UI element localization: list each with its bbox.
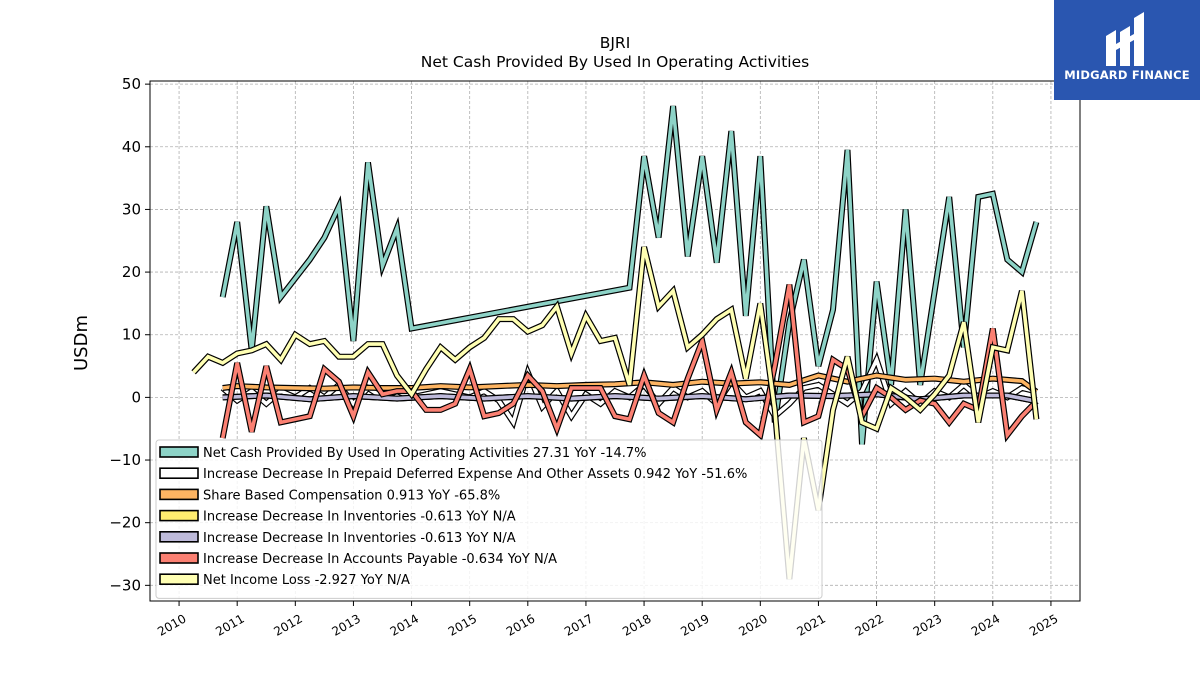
legend-label: Net Income Loss -2.927 YoY N/A xyxy=(203,573,410,588)
series-line-6 xyxy=(219,284,1039,443)
y-axis: 50 40 30 20 10 0 −10 −20 −30 xyxy=(109,75,150,594)
series-line-7 xyxy=(191,246,1040,580)
x-tick-label: 2013 xyxy=(329,611,362,638)
x-tick-label: 2022 xyxy=(853,611,886,638)
x-tick-label: 2023 xyxy=(911,611,944,638)
series-group xyxy=(191,105,1040,580)
y-tick-label: 10 xyxy=(122,326,141,344)
x-tick-label: 2025 xyxy=(1027,611,1060,638)
legend-label: Share Based Compensation 0.913 YoY -65.8… xyxy=(203,488,500,503)
midgard-finance-logo: MIDGARD FINANCE xyxy=(1054,0,1200,100)
legend-label: Increase Decrease In Prepaid Deferred Ex… xyxy=(203,467,747,482)
x-tick-label: 2015 xyxy=(446,611,479,638)
legend-swatch xyxy=(159,573,199,586)
legend-swatch xyxy=(159,446,199,458)
legend-entry: Increase Decrease In Prepaid Deferred Ex… xyxy=(159,467,747,482)
legend-label: Increase Decrease In Inventories -0.613 … xyxy=(203,510,516,525)
series-stroke xyxy=(192,246,1039,580)
x-tick-label: 2012 xyxy=(271,611,304,638)
logo-text: MIDGARD FINANCE xyxy=(1064,68,1190,82)
series-stroke xyxy=(220,105,1039,445)
y-tick-label: 30 xyxy=(122,200,141,218)
x-tick-label: 2020 xyxy=(736,611,769,638)
legend-entry: Net Income Loss -2.927 YoY N/A xyxy=(159,573,410,588)
y-tick-label: −30 xyxy=(109,576,141,594)
series-stroke xyxy=(220,284,1038,440)
x-tick-label: 2024 xyxy=(969,611,1002,638)
legend-label: Increase Decrease In Accounts Payable -0… xyxy=(203,552,557,567)
x-tick-label: 2019 xyxy=(678,611,711,638)
y-tick-label: 0 xyxy=(131,388,141,406)
legend-entry: Net Cash Provided By Used In Operating A… xyxy=(159,446,646,461)
y-tick-label: −20 xyxy=(109,514,141,532)
x-axis: 2010 2011 2012 2013 2014 2015 2016 2017 2018 2019… xyxy=(155,601,1060,639)
axes-frame xyxy=(149,80,1081,602)
legend-swatch xyxy=(159,467,199,480)
x-tick-label: 2010 xyxy=(155,611,188,638)
y-tick-label: 50 xyxy=(122,75,141,93)
x-tick-label: 2021 xyxy=(794,611,827,638)
x-tick-label: 2016 xyxy=(504,611,537,638)
legend-swatch xyxy=(159,552,199,564)
legend-swatch xyxy=(159,509,199,522)
chart-subtitle: Net Cash Provided By Used In Operating A… xyxy=(421,53,809,71)
chart-title: BJRI xyxy=(600,34,631,52)
legend-label: Net Cash Provided By Used In Operating A… xyxy=(203,446,646,461)
legend-entry: Share Based Compensation 0.913 YoY -65.8… xyxy=(159,488,500,503)
y-tick-label: 40 xyxy=(122,138,141,156)
legend-swatch xyxy=(159,530,199,543)
y-axis-label: USDm xyxy=(71,315,92,371)
legend-label: Increase Decrease In Inventories -0.613 … xyxy=(203,531,516,546)
y-tick-label: 20 xyxy=(122,263,141,281)
legend-box xyxy=(155,439,823,599)
legend-swatch xyxy=(159,488,199,501)
legend: Net Cash Provided By Used In Operating A… xyxy=(155,439,823,599)
x-tick-label: 2014 xyxy=(388,611,421,638)
x-tick-label: 2017 xyxy=(562,611,595,638)
legend-entry: Increase Decrease In Inventories -0.613 … xyxy=(159,509,516,525)
x-tick-label: 2018 xyxy=(620,611,653,638)
y-tick-label: −10 xyxy=(109,451,141,469)
legend-entry: Increase Decrease In Accounts Payable -0… xyxy=(159,552,557,567)
legend-entry: Increase Decrease In Inventories -0.613 … xyxy=(159,530,516,546)
series-line-1 xyxy=(219,105,1040,445)
x-tick-label: 2011 xyxy=(213,611,246,638)
logo-mark-icon xyxy=(1106,12,1144,66)
